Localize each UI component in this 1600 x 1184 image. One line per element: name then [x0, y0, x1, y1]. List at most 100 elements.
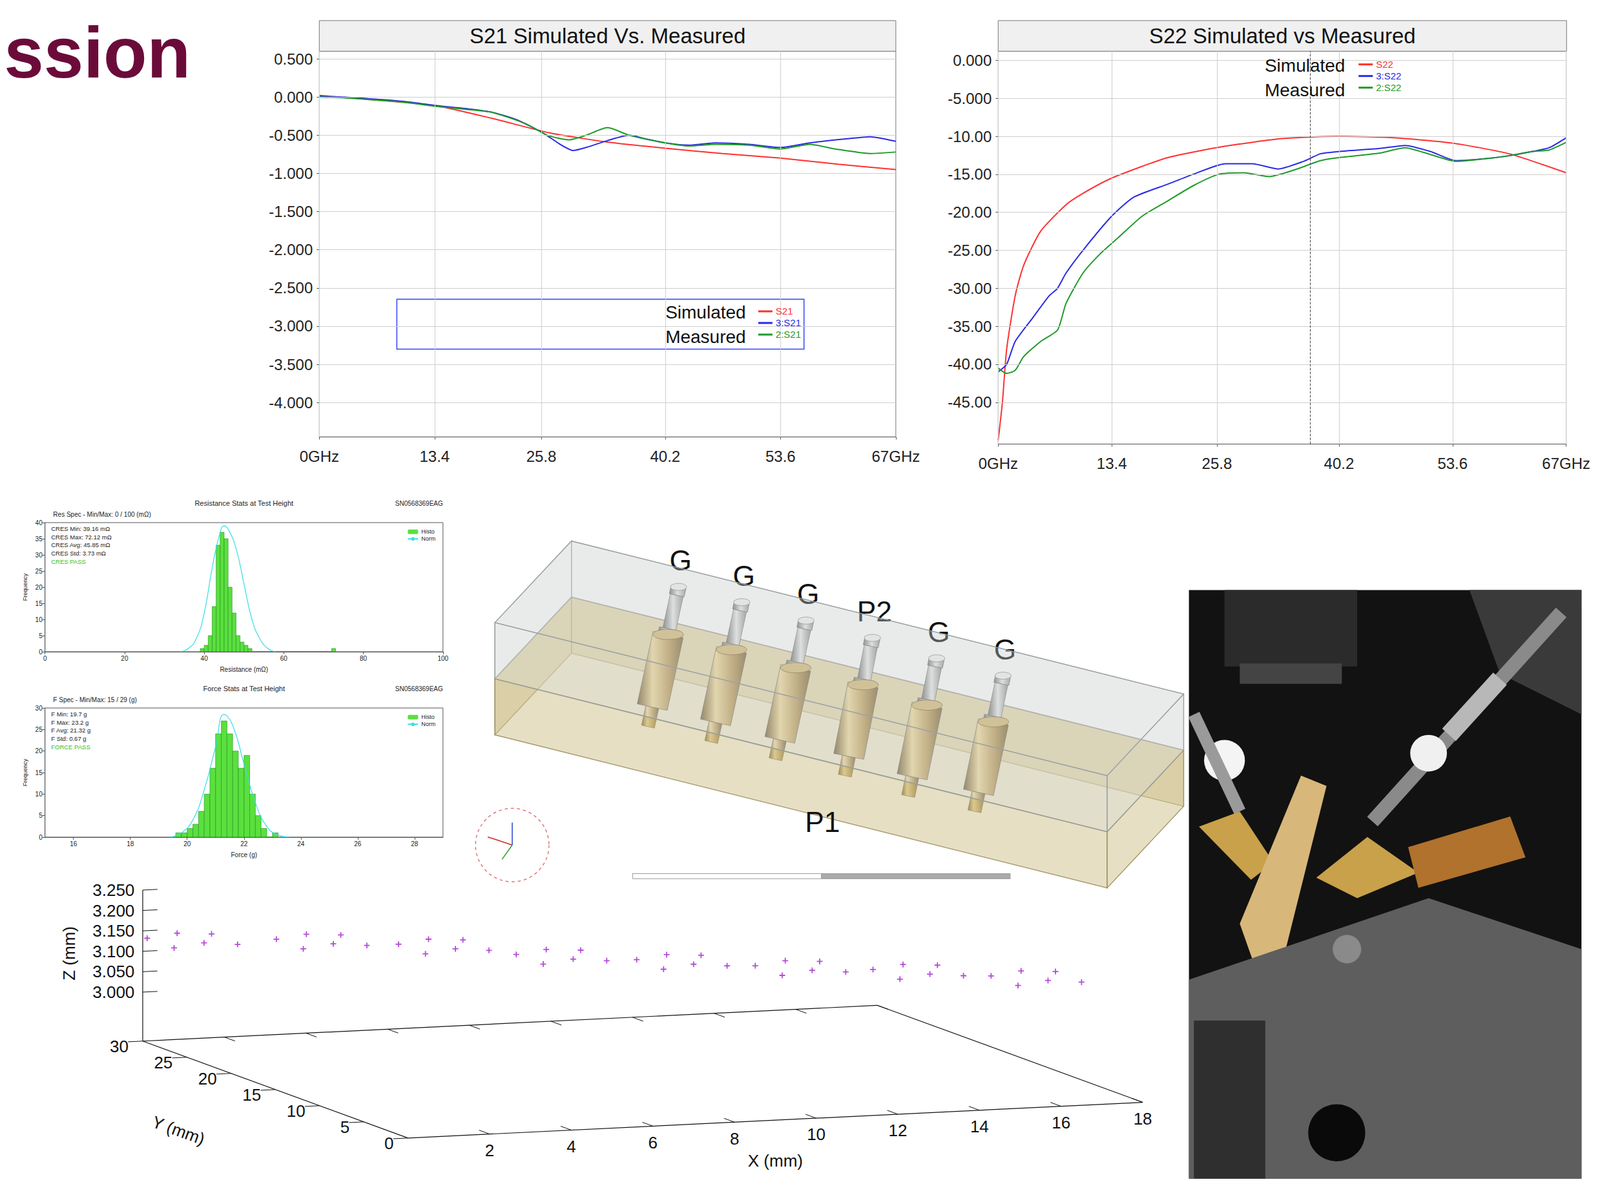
svg-text:53.6: 53.6	[1437, 454, 1468, 473]
svg-text:-2.500: -2.500	[268, 279, 313, 297]
svg-text:-35.00: -35.00	[947, 317, 992, 335]
svg-text:F Min: 19.7 g: F Min: 19.7 g	[51, 710, 87, 718]
svg-text:25: 25	[34, 726, 43, 734]
svg-text:3:S21: 3:S21	[775, 317, 801, 329]
svg-text:16: 16	[69, 840, 78, 848]
svg-text:-40.00: -40.00	[947, 355, 992, 373]
svg-text:-1.500: -1.500	[268, 202, 313, 221]
svg-text:12: 12	[888, 1120, 908, 1141]
svg-text:Y (mm): Y (mm)	[149, 1111, 208, 1149]
svg-text:-15.00: -15.00	[947, 165, 992, 183]
svg-text:15: 15	[34, 599, 43, 607]
svg-text:Force (g): Force (g)	[230, 851, 258, 859]
svg-text:24: 24	[297, 840, 305, 848]
svg-text:18: 18	[1133, 1108, 1153, 1128]
svg-text:-1.000: -1.000	[268, 164, 313, 183]
svg-text:Resistance (mΩ): Resistance (mΩ)	[219, 665, 269, 673]
svg-text:18: 18	[126, 840, 135, 848]
svg-text:Norm: Norm	[421, 535, 436, 542]
svg-text:25.8: 25.8	[526, 447, 557, 466]
svg-text:26: 26	[353, 840, 362, 848]
svg-text:53.6: 53.6	[765, 447, 796, 466]
svg-text:CRES Max: 72.12 mΩ: CRES Max: 72.12 mΩ	[51, 532, 112, 541]
svg-text:10: 10	[286, 1100, 306, 1121]
svg-text:3.150: 3.150	[92, 921, 135, 941]
svg-text:2: 2	[485, 1140, 495, 1161]
svg-text:-3.000: -3.000	[268, 317, 313, 335]
svg-text:35: 35	[34, 534, 43, 542]
svg-text:5: 5	[38, 631, 43, 639]
svg-text:0.500: 0.500	[273, 49, 313, 68]
svg-text:25.8: 25.8	[1201, 454, 1232, 473]
svg-text:40.2: 40.2	[1323, 454, 1354, 473]
svg-text:Measured: Measured	[1264, 80, 1346, 101]
svg-text:3.250: 3.250	[92, 880, 135, 900]
svg-text:30: 30	[34, 704, 43, 712]
svg-text:Force Stats at Test Height: Force Stats at Test Height	[202, 684, 285, 693]
svg-text:5: 5	[38, 811, 43, 820]
svg-text:30: 30	[109, 1036, 129, 1056]
svg-text:-2.000: -2.000	[268, 240, 313, 259]
svg-text:30: 30	[34, 550, 43, 559]
svg-text:S22: S22	[1375, 58, 1394, 70]
svg-text:ssion: ssion	[3, 12, 191, 93]
svg-text:0: 0	[38, 647, 43, 655]
svg-text:20: 20	[34, 583, 43, 591]
svg-text:CRES PASS: CRES PASS	[51, 557, 86, 565]
svg-text:S21: S21	[775, 305, 794, 317]
svg-text:16: 16	[1051, 1112, 1071, 1133]
svg-text:40.2: 40.2	[650, 447, 681, 466]
svg-text:Frequency: Frequency	[21, 572, 29, 601]
svg-text:20: 20	[120, 654, 129, 662]
svg-text:0: 0	[43, 654, 48, 662]
svg-text:67GHz: 67GHz	[872, 447, 921, 466]
svg-text:-4.000: -4.000	[268, 393, 313, 411]
svg-text:-10.00: -10.00	[947, 127, 992, 145]
svg-text:67GHz: 67GHz	[1541, 454, 1591, 473]
svg-text:Histo: Histo	[421, 714, 435, 721]
svg-text:2:S22: 2:S22	[1375, 82, 1402, 94]
svg-text:40: 40	[200, 654, 208, 662]
svg-text:0GHz: 0GHz	[299, 447, 340, 466]
svg-text:F Spec - Min/Max: 15 / 29 (g): F Spec - Min/Max: 15 / 29 (g)	[52, 696, 137, 704]
svg-text:Res Spec - Min/Max: 0 / 100 (m: Res Spec - Min/Max: 0 / 100 (mΩ)	[52, 510, 151, 519]
svg-text:CRES Min: 39.16 mΩ: CRES Min: 39.16 mΩ	[51, 525, 110, 533]
svg-text:20: 20	[198, 1068, 218, 1088]
svg-text:15: 15	[34, 769, 43, 777]
svg-text:-30.00: -30.00	[947, 279, 992, 298]
svg-text:Simulated: Simulated	[1264, 55, 1346, 76]
svg-text:Resistance Stats at Test Heigh: Resistance Stats at Test Height	[194, 499, 294, 508]
svg-text:80: 80	[359, 654, 368, 662]
svg-text:SN0568369EAG: SN0568369EAG	[395, 685, 444, 693]
svg-text:13.4: 13.4	[1096, 454, 1127, 473]
svg-text:P1: P1	[804, 806, 840, 838]
svg-text:-25.00: -25.00	[947, 241, 992, 260]
svg-text:15: 15	[242, 1084, 261, 1104]
svg-text:-3.500: -3.500	[268, 355, 313, 373]
svg-text:2:S21: 2:S21	[775, 328, 801, 340]
svg-text:F Avg: 21.32 g: F Avg: 21.32 g	[51, 727, 91, 735]
svg-text:S21 Simulated Vs. Measured: S21 Simulated Vs. Measured	[469, 23, 746, 48]
svg-text:20: 20	[34, 747, 43, 755]
svg-text:Norm: Norm	[421, 721, 436, 728]
svg-text:22: 22	[240, 840, 249, 848]
svg-text:FORCE PASS: FORCE PASS	[51, 743, 91, 751]
svg-text:CRES Std: 3.73 mΩ: CRES Std: 3.73 mΩ	[51, 549, 106, 557]
svg-text:60: 60	[280, 654, 289, 662]
svg-text:6: 6	[648, 1132, 658, 1152]
svg-text:-20.00: -20.00	[947, 203, 992, 221]
svg-text:13.4: 13.4	[419, 447, 451, 466]
svg-text:Measured: Measured	[665, 326, 747, 347]
svg-text:10: 10	[806, 1124, 826, 1144]
svg-text:3.200: 3.200	[92, 900, 135, 920]
svg-text:0: 0	[38, 833, 43, 842]
svg-text:-0.500: -0.500	[268, 126, 313, 145]
svg-text:Simulated: Simulated	[665, 302, 747, 323]
svg-text:-45.00: -45.00	[947, 393, 992, 411]
svg-text:3.100: 3.100	[92, 941, 135, 961]
svg-text:S22 Simulated vs Measured: S22 Simulated vs Measured	[1149, 23, 1416, 48]
svg-text:28: 28	[410, 840, 419, 848]
svg-text:X (mm): X (mm)	[748, 1151, 803, 1171]
svg-text:Frequency: Frequency	[21, 758, 29, 787]
svg-text:3:S22: 3:S22	[1375, 70, 1402, 82]
